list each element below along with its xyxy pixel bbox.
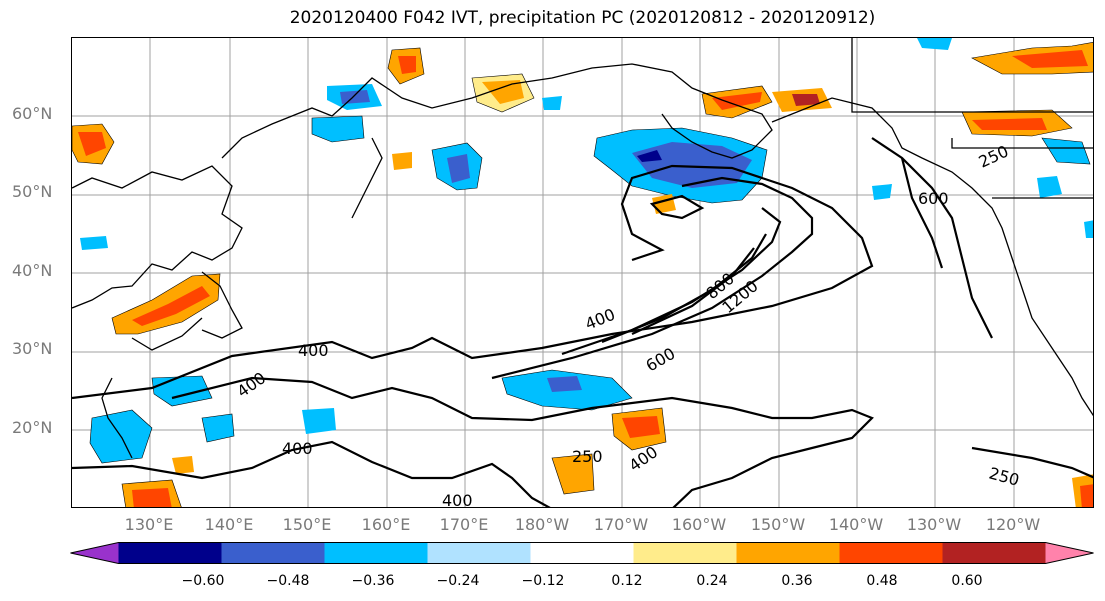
map-panel: 400 400 400 400 600 800 1200 250 250 250… bbox=[71, 37, 1094, 508]
colorbar-segment bbox=[1045, 542, 1094, 564]
colorbar-tick: 0.12 bbox=[611, 573, 643, 589]
lon-label-120w: 120°W bbox=[985, 515, 1041, 534]
colorbar-segment bbox=[633, 542, 737, 564]
colorbar-segment bbox=[221, 542, 325, 564]
lon-label-170e: 170°E bbox=[439, 515, 489, 534]
lat-label-40n: 40°N bbox=[12, 261, 53, 280]
lon-label-130e: 130°E bbox=[124, 515, 174, 534]
precip-positive-shading bbox=[72, 42, 1093, 507]
lat-label-50n: 50°N bbox=[12, 182, 53, 201]
colorbar-tick: −0.48 bbox=[266, 573, 310, 589]
lon-label-160e: 160°E bbox=[361, 515, 411, 534]
colorbar-segment bbox=[530, 542, 634, 564]
map-canvas: 400 400 400 400 600 800 1200 250 250 250… bbox=[72, 38, 1093, 508]
contour-label: 600 bbox=[643, 344, 679, 376]
map-title: 2020120400 F042 IVT, precipitation PC (2… bbox=[289, 8, 876, 28]
precip-negative-shading bbox=[80, 38, 1093, 464]
lon-label-160w: 160°W bbox=[671, 515, 727, 534]
lon-label-140w: 140°W bbox=[828, 515, 884, 534]
colorbar-tick: −0.60 bbox=[181, 573, 225, 589]
colorbar bbox=[70, 542, 1094, 564]
colorbar-segment bbox=[942, 542, 1046, 564]
colorbar-segments bbox=[70, 542, 1094, 564]
colorbar-tick: 0.48 bbox=[866, 573, 898, 589]
contour-label: 400 bbox=[442, 491, 473, 508]
lat-label-20n: 20°N bbox=[12, 418, 53, 437]
colorbar-segment bbox=[70, 542, 119, 564]
colorbar-tick: −0.12 bbox=[521, 573, 565, 589]
colorbar-segment bbox=[118, 542, 222, 564]
colorbar-tick: −0.36 bbox=[351, 573, 395, 589]
contour-label: 600 bbox=[918, 189, 949, 208]
contour-label: 400 bbox=[298, 341, 329, 360]
colorbar-segment bbox=[736, 542, 840, 564]
contour-label-group: 400 400 400 400 600 800 1200 250 250 250… bbox=[233, 141, 1021, 508]
contour-label: 400 bbox=[582, 305, 617, 334]
lat-label-30n: 30°N bbox=[12, 339, 53, 358]
lon-label-170w: 170°W bbox=[593, 515, 649, 534]
colorbar-outline bbox=[70, 542, 1094, 564]
contour-label: 250 bbox=[987, 464, 1021, 490]
colorbar-segment bbox=[324, 542, 428, 564]
coastlines bbox=[72, 38, 1093, 459]
contour-label: 250 bbox=[572, 447, 603, 466]
lon-label-140e: 140°E bbox=[204, 515, 254, 534]
colorbar-segment bbox=[427, 542, 531, 564]
colorbar-tick: 0.24 bbox=[696, 573, 728, 589]
colorbar-tick: 0.60 bbox=[951, 573, 983, 589]
lon-label-150e: 150°E bbox=[282, 515, 332, 534]
colorbar-segment bbox=[839, 542, 943, 564]
lon-label-180w: 180°W bbox=[514, 515, 570, 534]
lat-label-60n: 60°N bbox=[12, 104, 53, 123]
contour-label: 400 bbox=[282, 439, 313, 458]
colorbar-tick: 0.36 bbox=[781, 573, 813, 589]
contour-label: 400 bbox=[233, 368, 269, 401]
lon-label-130w: 130°W bbox=[906, 515, 962, 534]
lon-label-150w: 150°W bbox=[750, 515, 806, 534]
colorbar-tick: −0.24 bbox=[436, 573, 480, 589]
graticule bbox=[72, 38, 1093, 507]
ivt-contours bbox=[72, 137, 1093, 507]
contour-label: 250 bbox=[976, 141, 1012, 171]
